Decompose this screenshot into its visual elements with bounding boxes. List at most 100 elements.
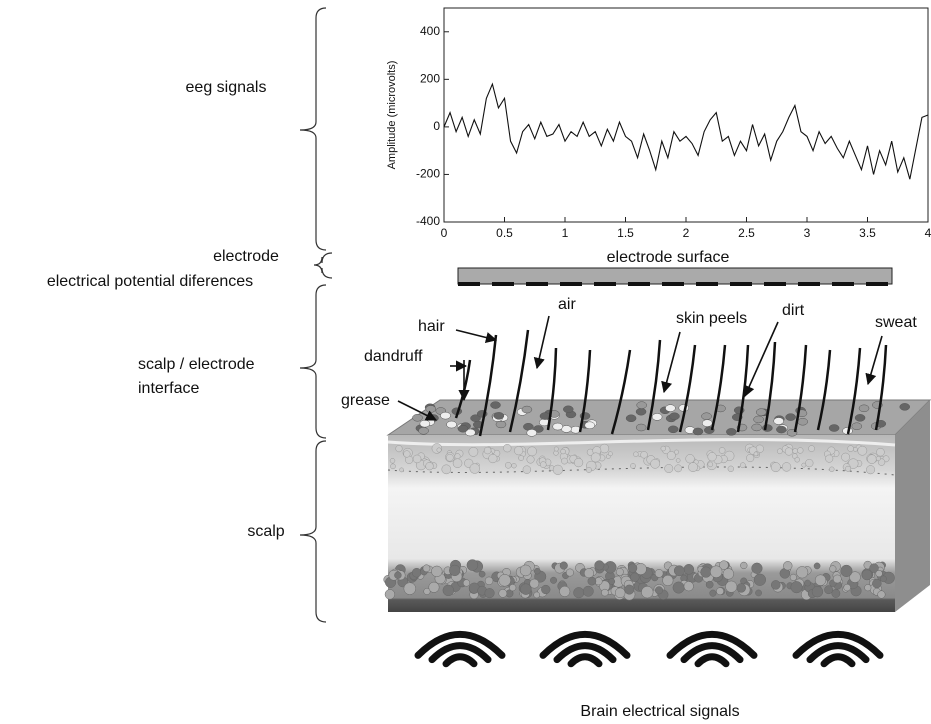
cell — [585, 467, 592, 473]
cell — [655, 586, 664, 595]
interface-label: interface — [138, 380, 199, 397]
cell — [672, 581, 685, 594]
cell — [445, 453, 454, 462]
cell — [559, 585, 571, 597]
cell — [794, 457, 800, 463]
hair — [546, 347, 558, 431]
cell — [716, 587, 724, 596]
cell — [811, 585, 824, 598]
cell — [425, 462, 434, 471]
cell — [872, 578, 882, 589]
cell — [423, 587, 431, 595]
cell — [431, 565, 443, 578]
particle — [563, 405, 574, 414]
cell — [640, 451, 648, 459]
cell — [824, 585, 833, 595]
particle — [776, 425, 787, 434]
cell — [514, 446, 524, 456]
cell — [814, 574, 827, 586]
cell — [685, 454, 695, 464]
cell — [797, 447, 804, 454]
particle — [669, 412, 680, 420]
cell — [849, 571, 861, 583]
cell — [539, 461, 547, 468]
scalp-label: scalp — [247, 523, 284, 540]
cell — [468, 447, 479, 457]
particle — [751, 423, 762, 432]
particle — [465, 428, 476, 437]
cell — [666, 451, 676, 460]
cell — [801, 462, 807, 468]
particle — [701, 419, 713, 427]
cell — [412, 454, 422, 464]
cell — [710, 565, 723, 578]
cell — [399, 467, 404, 473]
cell — [796, 566, 809, 579]
cell — [875, 569, 883, 578]
cell — [505, 462, 512, 469]
cell — [394, 571, 402, 579]
cell — [527, 446, 537, 457]
x-tick-label: 1 — [562, 226, 569, 240]
particle — [667, 425, 679, 434]
cell — [384, 589, 396, 600]
hair — [763, 341, 777, 431]
wave — [414, 631, 506, 659]
particle — [665, 404, 676, 412]
particle — [440, 411, 451, 420]
x-tick-label: 0 — [441, 226, 448, 240]
cell — [847, 445, 854, 452]
cell — [498, 574, 511, 587]
cell — [630, 463, 636, 469]
particle — [425, 405, 437, 413]
cell — [511, 463, 517, 469]
y-tick-label: -400 — [416, 214, 440, 228]
cell — [403, 582, 417, 595]
dirt-label: dirt — [782, 302, 805, 319]
air-label: air — [558, 296, 576, 313]
cell — [608, 451, 613, 457]
wave — [442, 653, 478, 668]
particle — [753, 415, 764, 424]
brace — [299, 284, 327, 439]
hair-label: hair — [418, 318, 445, 335]
particle — [726, 428, 737, 436]
particle — [552, 422, 563, 431]
wave — [806, 642, 870, 664]
particle — [755, 408, 767, 416]
cell — [442, 584, 454, 597]
cell — [478, 570, 486, 578]
wave — [820, 653, 856, 668]
cell — [683, 564, 695, 575]
cell — [725, 580, 738, 593]
cell — [552, 464, 563, 475]
cell — [650, 458, 661, 469]
cell — [449, 564, 461, 577]
cell — [736, 583, 746, 593]
cell — [559, 561, 568, 570]
cell — [483, 446, 492, 455]
cell — [840, 564, 853, 577]
cell — [518, 455, 524, 461]
cell — [789, 573, 797, 581]
particle — [858, 404, 870, 413]
particle — [521, 405, 533, 414]
hair — [710, 344, 727, 431]
particle — [419, 419, 431, 428]
cell — [498, 589, 508, 598]
hair — [646, 339, 662, 431]
cell — [395, 445, 403, 453]
hair — [578, 349, 592, 433]
cell — [484, 588, 495, 599]
cell — [718, 447, 726, 454]
cell — [675, 458, 681, 463]
cell — [755, 589, 762, 597]
cell — [411, 567, 422, 578]
hair — [736, 344, 750, 433]
cell — [573, 587, 585, 599]
cell — [664, 464, 674, 473]
particle — [651, 413, 663, 421]
hair — [816, 349, 832, 431]
brain-label: Brain electrical signals — [580, 703, 739, 720]
y-tick-label: 0 — [433, 119, 440, 133]
